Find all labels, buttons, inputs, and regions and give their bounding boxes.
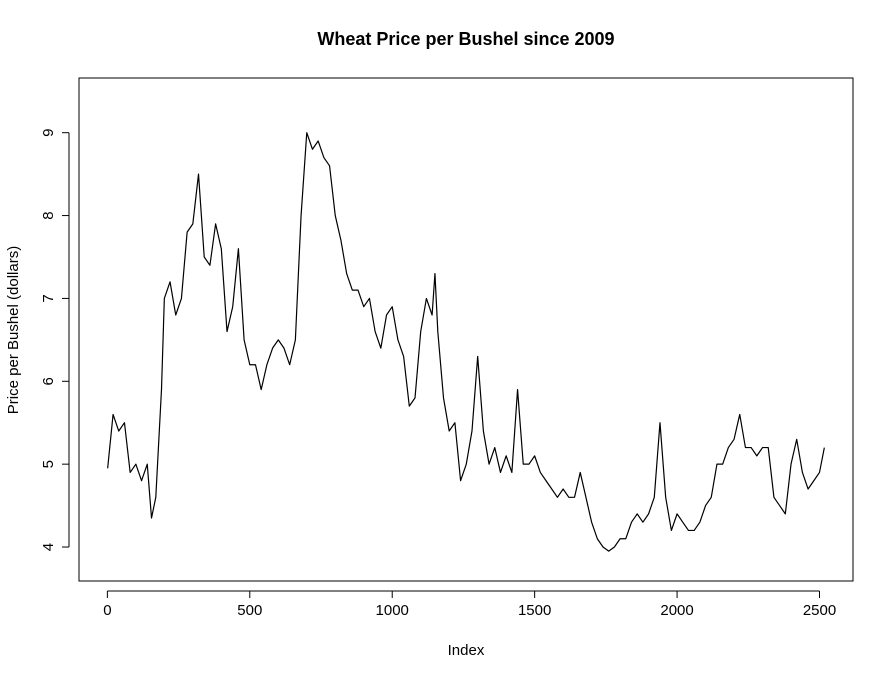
x-tick-label: 1500 bbox=[518, 602, 551, 619]
y-tick-label: 9 bbox=[40, 129, 57, 137]
y-tick-label: 5 bbox=[40, 460, 57, 468]
x-tick-label: 2000 bbox=[660, 602, 693, 619]
chart-title: Wheat Price per Bushel since 2009 bbox=[317, 29, 614, 49]
y-tick-label: 8 bbox=[40, 211, 57, 219]
x-tick-label: 1000 bbox=[376, 602, 409, 619]
x-tick-label: 0 bbox=[103, 602, 111, 619]
y-tick-label: 4 bbox=[40, 543, 57, 551]
y-axis-label: Price per Bushel (dollars) bbox=[5, 246, 22, 414]
price-line bbox=[107, 132, 825, 552]
x-tick-label: 2500 bbox=[803, 602, 836, 619]
x-tick-label: 500 bbox=[237, 602, 262, 619]
y-tick-label: 6 bbox=[40, 377, 57, 385]
y-tick-label: 7 bbox=[40, 294, 57, 302]
plot-frame bbox=[78, 77, 854, 582]
x-axis-label: Index bbox=[448, 642, 485, 659]
